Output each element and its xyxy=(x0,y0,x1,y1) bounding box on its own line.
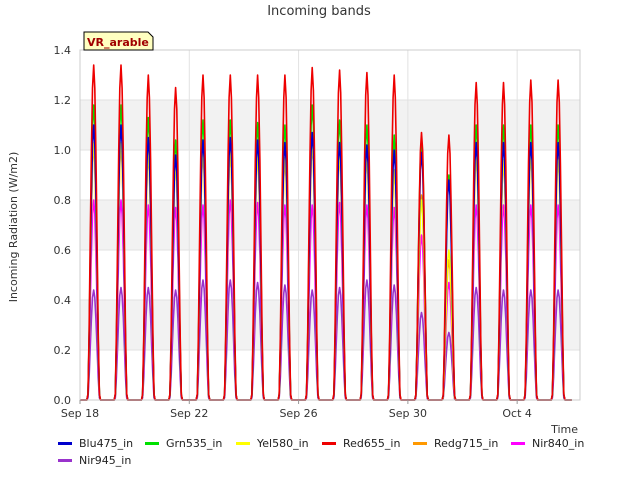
legend-item-grn535: Grn535_in xyxy=(145,437,222,450)
legend-swatch xyxy=(322,442,336,445)
legend-label: Grn535_in xyxy=(166,437,223,450)
y-tick-label: 1.2 xyxy=(54,94,72,107)
legend-item-red655: Red655_in xyxy=(322,437,400,450)
site-badge-label: VR_arable xyxy=(87,36,149,49)
legend-label: Redg715_in xyxy=(434,437,499,450)
legend-swatch xyxy=(413,442,427,445)
y-axis-label: Incoming Radiation (W/m2) xyxy=(7,152,20,303)
grid-band xyxy=(80,200,580,250)
y-axis: 0.0 0.2 0.4 0.6 0.8 1.0 1.2 1.4 xyxy=(54,44,72,407)
legend-item-yel580: Yel580_in xyxy=(236,437,309,450)
x-axis: Sep 18 Sep 22 Sep 26 Sep 30 Oct 4 xyxy=(61,400,532,420)
x-tick-label: Sep 18 xyxy=(61,407,99,420)
legend-swatch xyxy=(511,442,525,445)
legend-item-nir945: Nir945_in xyxy=(58,454,131,467)
legend-swatch xyxy=(236,442,250,445)
y-tick-label: 0.2 xyxy=(54,344,72,357)
x-tick-label: Sep 22 xyxy=(170,407,208,420)
plot-frame xyxy=(79,49,581,401)
legend-label: Red655_in xyxy=(343,437,401,450)
x-tick-label: Oct 4 xyxy=(502,407,532,420)
site-badge: VR_arable xyxy=(83,31,154,51)
legend-swatch xyxy=(58,459,72,462)
y-tick-label: 0.6 xyxy=(54,244,72,257)
grid-bands xyxy=(80,100,580,350)
chart-title: Incoming bands xyxy=(267,4,371,19)
legend-item-nir840: Nir840_in xyxy=(511,437,584,450)
grid-band xyxy=(80,100,580,150)
y-tick-label: 0.4 xyxy=(54,294,72,307)
y-tick-label: 1.4 xyxy=(54,44,72,57)
x-tick-label: Sep 26 xyxy=(279,407,317,420)
legend-label: Nir840_in xyxy=(532,437,585,450)
legend-item-blu475: Blu475_in xyxy=(58,437,133,450)
legend-label: Yel580_in xyxy=(257,437,309,450)
legend-label: Blu475_in xyxy=(79,437,134,450)
y-tick-label: 0.8 xyxy=(54,194,72,207)
y-tick-label: 0.0 xyxy=(54,394,72,407)
legend-item-redg715: Redg715_in xyxy=(413,437,498,450)
legend-swatch xyxy=(145,442,159,445)
y-tick-label: 1.0 xyxy=(54,144,72,157)
x-tick-label: Sep 30 xyxy=(389,407,427,420)
grid-band xyxy=(80,300,580,350)
x-axis-label: Time xyxy=(550,423,578,436)
legend-swatch xyxy=(58,442,72,445)
legend-label: Nir945_in xyxy=(79,454,132,467)
